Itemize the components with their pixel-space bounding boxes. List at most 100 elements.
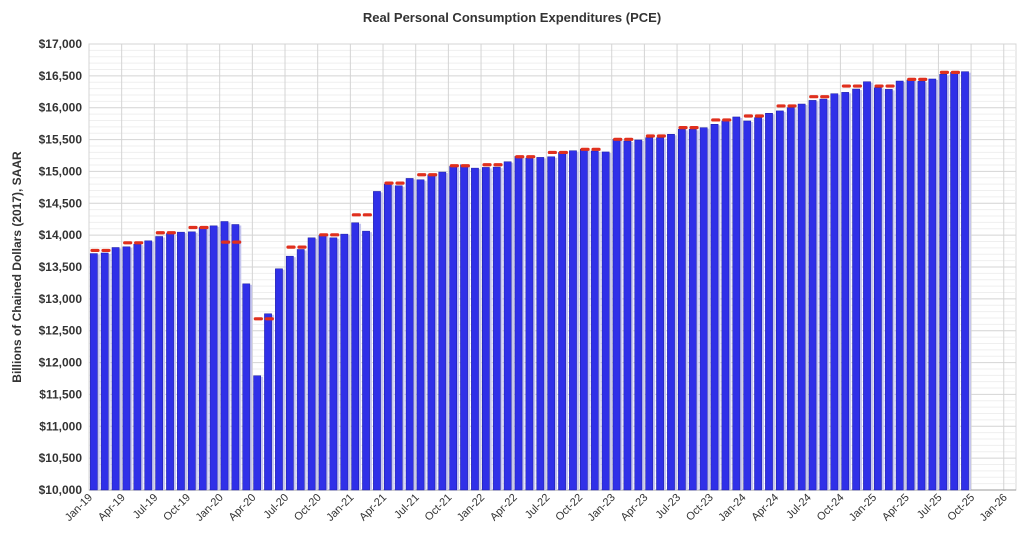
bar xyxy=(362,230,370,491)
bar xyxy=(275,268,283,491)
y-tick-label: $17,000 xyxy=(39,37,83,51)
bar xyxy=(754,117,762,491)
bar xyxy=(699,127,708,491)
x-tick-label: Jan-23 xyxy=(586,492,618,524)
bar xyxy=(187,231,196,491)
bar xyxy=(765,113,773,491)
y-tick-label: $13,500 xyxy=(39,260,83,274)
bar xyxy=(841,92,850,491)
bar xyxy=(961,71,969,491)
y-tick-label: $14,000 xyxy=(39,228,83,242)
bar xyxy=(558,152,566,491)
bars xyxy=(89,71,971,491)
x-tick-label: Jan-25 xyxy=(847,492,879,524)
x-tick-label: Jul-22 xyxy=(523,492,553,522)
bar xyxy=(373,191,381,491)
x-tick-label: Jul-20 xyxy=(261,492,291,522)
y-tick-label: $11,000 xyxy=(39,419,82,433)
bar xyxy=(394,185,403,491)
bar xyxy=(536,157,545,491)
bar xyxy=(939,74,948,491)
x-tick-label: Jan-22 xyxy=(455,492,487,524)
bar xyxy=(383,183,392,491)
x-axis-ticks: Jan-19 Apr-19 Jul-19 Oct-19 Jan-20 Apr-20 Jul-… xyxy=(63,492,1010,524)
bar xyxy=(732,116,741,491)
y-tick-label: $13,000 xyxy=(39,292,83,306)
bar xyxy=(580,149,588,491)
x-tick-label: Apr-19 xyxy=(96,492,128,524)
bar xyxy=(743,120,752,491)
x-tick-label: Apr-25 xyxy=(880,492,912,524)
bar xyxy=(667,134,675,491)
bar xyxy=(874,87,882,491)
bar xyxy=(329,237,338,491)
bar xyxy=(438,171,447,491)
y-tick-label: $14,500 xyxy=(39,196,83,210)
y-axis-ticks: $10,000 $10,500 $11,000 $11,500 $12,000 $12,5… xyxy=(39,37,83,497)
bar xyxy=(133,243,142,491)
x-tick-label: Apr-22 xyxy=(488,492,520,524)
bar xyxy=(405,178,414,491)
bar xyxy=(590,150,599,491)
x-tick-label: Jan-24 xyxy=(716,492,748,524)
x-tick-label: Oct-20 xyxy=(292,492,324,524)
quarterly-average-markers xyxy=(90,70,961,321)
bar xyxy=(917,81,926,491)
bar xyxy=(569,150,577,491)
bar xyxy=(416,179,425,491)
bar xyxy=(318,235,327,491)
y-tick-label: $10,500 xyxy=(39,451,83,465)
y-tick-label: $11,500 xyxy=(39,387,82,401)
x-tick-label: Oct-19 xyxy=(161,492,193,524)
bar xyxy=(285,255,294,491)
bar xyxy=(656,137,664,491)
bar xyxy=(89,253,98,491)
chart-title: Real Personal Consumption Expenditures (… xyxy=(363,10,661,25)
bar xyxy=(492,166,501,491)
bar xyxy=(296,249,305,491)
bar xyxy=(852,88,860,491)
bar xyxy=(209,225,218,491)
bar xyxy=(819,98,828,491)
bar xyxy=(928,78,937,491)
x-tick-label: Oct-24 xyxy=(815,492,847,524)
bar xyxy=(449,166,458,491)
bar xyxy=(471,167,479,491)
y-axis-label: Billions of Chained Dollars (2017), SAAR xyxy=(10,151,24,383)
x-tick-label: Apr-23 xyxy=(619,492,651,524)
bar xyxy=(122,246,131,491)
bar xyxy=(220,221,229,491)
bar xyxy=(950,72,958,491)
bar xyxy=(678,129,686,491)
bar xyxy=(645,137,654,491)
bar xyxy=(144,240,153,491)
bar xyxy=(514,156,523,491)
x-tick-label: Apr-20 xyxy=(227,492,259,524)
bar xyxy=(111,247,120,491)
bar xyxy=(895,80,904,491)
y-tick-label: $12,000 xyxy=(39,356,83,370)
bar xyxy=(721,120,730,491)
y-tick-label: $16,000 xyxy=(39,101,83,115)
bar xyxy=(710,124,719,491)
bar xyxy=(340,233,349,491)
x-tick-label: Jul-25 xyxy=(915,492,945,522)
x-tick-label: Jan-26 xyxy=(978,492,1010,524)
bar xyxy=(253,375,262,491)
bar xyxy=(231,224,240,491)
x-tick-label: Oct-21 xyxy=(423,492,455,524)
bar xyxy=(830,93,839,491)
bar xyxy=(460,164,468,491)
bar xyxy=(906,79,915,491)
bar xyxy=(198,227,207,491)
bar xyxy=(884,89,893,491)
bar xyxy=(481,167,490,491)
x-tick-label: Apr-24 xyxy=(749,492,781,524)
bar xyxy=(177,231,185,491)
bar xyxy=(808,100,817,491)
bar xyxy=(623,140,632,491)
bar xyxy=(634,139,643,491)
bar xyxy=(307,237,316,491)
x-tick-label: Oct-25 xyxy=(945,492,977,524)
